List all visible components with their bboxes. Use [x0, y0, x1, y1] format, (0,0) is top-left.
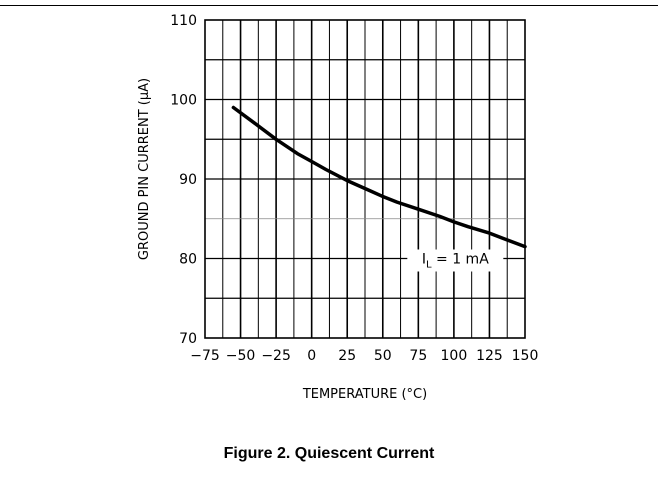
- x-tick-label: 75: [409, 348, 427, 364]
- grid: [205, 20, 525, 338]
- top-rule: [0, 5, 658, 6]
- series-group: [231, 105, 527, 249]
- x-tick-label: 50: [374, 348, 392, 364]
- x-tick-label: 25: [338, 348, 356, 364]
- x-tick-label: 125: [476, 348, 503, 364]
- annotation-background: [407, 249, 504, 272]
- x-tick-label: −50: [226, 348, 256, 364]
- figure-caption: Figure 2. Quiescent Current: [223, 445, 435, 462]
- y-tick-label: 110: [170, 13, 197, 29]
- x-tick-label: −25: [261, 348, 291, 364]
- annotation-value: = 1 mA: [432, 252, 490, 268]
- series-annotation: IL = 1 mA: [407, 249, 504, 272]
- x-tick-label: 0: [307, 348, 316, 364]
- y-tick-labels: 70 80 90 100 110: [170, 13, 197, 347]
- annotation-symbol: I: [422, 252, 426, 268]
- annotation-subscript: L: [426, 260, 432, 271]
- quiescent-current-chart: −75 −50 −25 0 25 50 75 100 125 150 70 80 90 100 110 I…: [137, 13, 538, 402]
- y-tick-label: 80: [179, 252, 197, 268]
- x-tick-label: −75: [190, 348, 220, 364]
- y-tick-label: 90: [179, 172, 197, 188]
- x-tick-label: 150: [512, 348, 539, 364]
- x-tick-label: 100: [441, 348, 468, 364]
- annotation-label: IL = 1 mA: [422, 252, 489, 271]
- y-axis-title: GROUND PIN CURRENT (μA): [137, 78, 152, 260]
- y-tick-label: 70: [179, 331, 197, 347]
- plot-frame: [204, 19, 526, 339]
- x-tick-labels: −75 −50 −25 0 25 50 75 100 125 150: [190, 348, 538, 364]
- x-axis-title: TEMPERATURE (°C): [302, 387, 427, 402]
- y-tick-label: 100: [170, 93, 197, 109]
- plot-border: [204, 19, 526, 339]
- series-line-il-1ma: [231, 105, 527, 249]
